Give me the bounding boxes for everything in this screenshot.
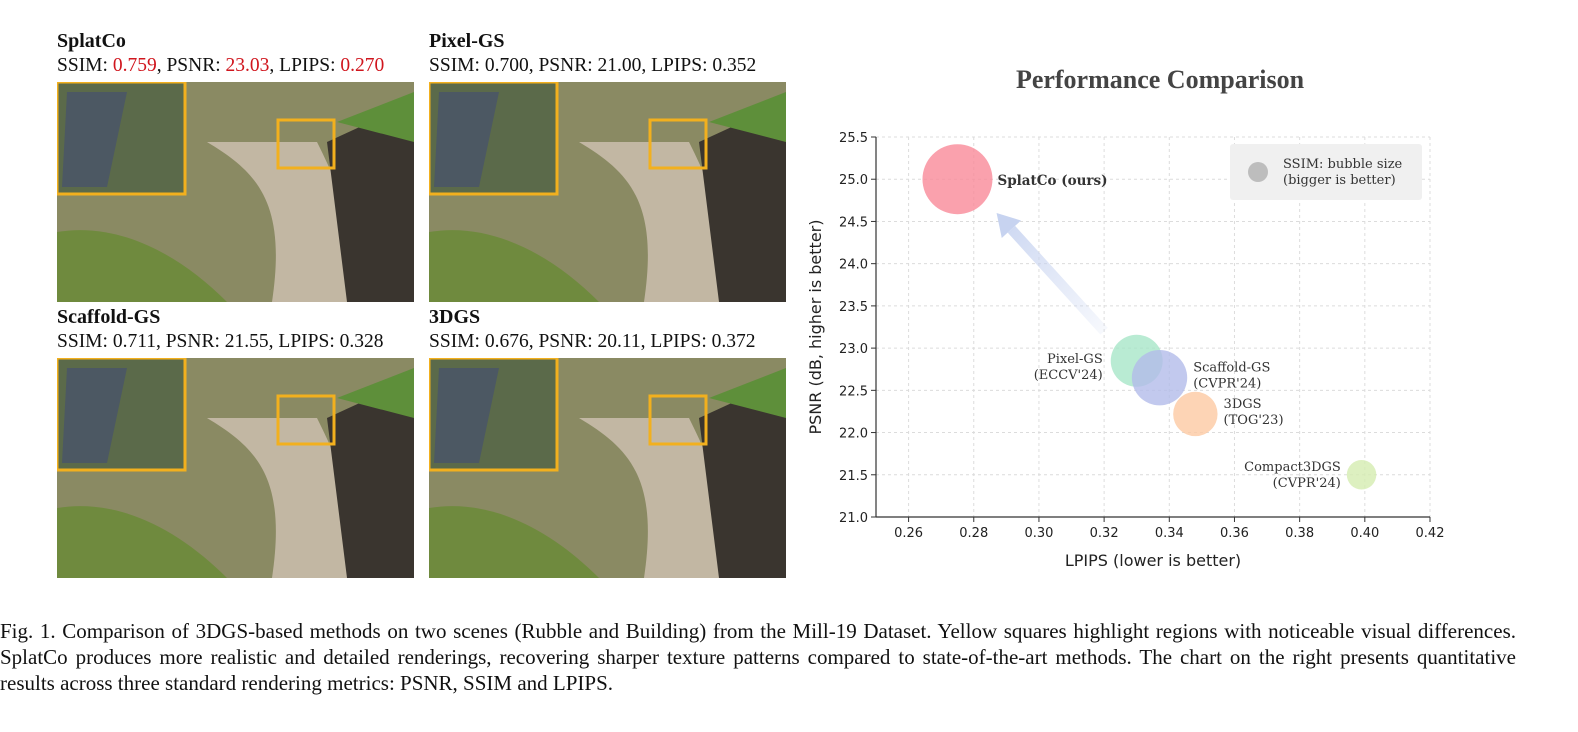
scene-grass [57,506,227,578]
panel-title: SplatCo [57,30,126,52]
inset-roof [434,92,499,187]
scene-grass [57,230,227,302]
y-tick-label: 21.5 [839,469,868,484]
scene-lawn [337,368,414,418]
scene-render [429,358,786,578]
ssim-value: 0.759 [112,55,157,76]
rendered-scene-image [57,358,414,578]
x-tick-label: 0.32 [1090,526,1119,541]
lpips-label: , LPIPS: [269,55,341,76]
bubble-label: Scaffold-GS [1193,361,1270,376]
bubble-3dgs [1173,391,1218,437]
scene-structure [327,378,414,578]
highlight-region-box [276,394,336,446]
x-tick-label: 0.26 [894,526,923,541]
panel-title: Pixel-GS [429,30,505,52]
y-tick-label: 24.5 [839,215,868,230]
scene-structure [699,102,786,302]
bubble-compact3dgs [1346,460,1377,490]
y-tick-label: 23.0 [839,342,868,357]
x-axis-label: LPIPS (lower is better) [1065,551,1241,570]
x-tick-label: 0.34 [1155,526,1184,541]
ssim-label: SSIM: [57,55,113,76]
y-tick-label: 22.5 [839,384,868,399]
legend-box [1230,144,1422,200]
x-tick-label: 0.36 [1220,526,1249,541]
panel-title: Scaffold-GS [57,306,161,328]
lpips-value: 0.270 [340,55,385,76]
highlight-region-box [648,394,708,446]
legend-bubble-icon [1248,162,1268,182]
inset-roof [62,92,127,187]
x-tick-label: 0.38 [1285,526,1314,541]
y-tick-label: 22.0 [839,427,868,442]
panel-metrics: SSIM: 0.700, PSNR: 21.00, LPIPS: 0.352 [429,55,757,76]
y-axis-label: PSNR (dB, higher is better) [806,220,825,435]
scene-render [429,82,786,302]
bubble-label: Pixel-GS [1047,352,1103,367]
scene-render [57,82,414,302]
bubble-scaffold-gs [1131,349,1188,406]
bubble-label: Compact3DGS [1244,460,1341,475]
highlight-region-box [648,118,708,170]
rendered-scene-image [57,82,414,302]
psnr-value: 23.03 [225,55,270,76]
x-tick-label: 0.30 [1024,526,1053,541]
scene-lawn [709,368,786,418]
legend-text-line1: SSIM: bubble size [1283,157,1403,172]
scene-grass [429,506,599,578]
rendered-scene-image [429,358,786,578]
bubble-splatco-ours- [922,144,993,215]
panel-metrics: SSIM: 0.676, PSNR: 20.11, LPIPS: 0.372 [429,331,756,352]
psnr-label: , PSNR: [156,55,226,76]
y-tick-label: 23.5 [839,300,868,315]
y-tick-label: 25.0 [839,173,868,188]
scene-render [57,358,414,578]
bubble-label: 3DGS [1224,397,1262,412]
y-tick-label: 21.0 [839,511,868,526]
bubble-venue: (CVPR'24) [1273,476,1341,491]
bubble-venue: (TOG'23) [1224,413,1284,428]
chart-title: Performance Comparison [1016,65,1305,94]
performance-chart-svg: Performance Comparison 0.26 0.28 0.30 0.32 0.… [806,65,1445,570]
inset-roof [434,368,499,463]
improvement-arrow-shaft [1007,225,1108,335]
legend-text-line2: (bigger is better) [1283,173,1396,188]
y-tick-label: 25.5 [839,131,868,146]
scene-structure [699,378,786,578]
x-tick-label: 0.28 [959,526,988,541]
improvement-arrowhead [996,213,1021,239]
panel-metrics: SSIM: 0.759, PSNR: 23.03, LPIPS: 0.270 [57,55,384,77]
bubble-label: SplatCo (ours) [997,173,1107,189]
inset-roof [62,368,127,463]
figure-caption: Fig. 1. Comparison of 3DGS-based methods… [0,619,1516,695]
scene-lawn [337,92,414,142]
rendered-scene-image [429,82,786,302]
y-tick-label: 24.0 [839,258,868,273]
scene-grass [429,230,599,302]
panel-metrics: SSIM: 0.711, PSNR: 21.55, LPIPS: 0.328 [57,331,384,352]
x-tick-label: 0.42 [1416,526,1445,541]
scene-lawn [709,92,786,142]
x-tick-label: 0.40 [1350,526,1379,541]
panel-title: 3DGS [429,306,481,328]
bubble-venue: (CVPR'24) [1193,377,1261,392]
performance-chart: Performance Comparison 0.26 0.28 0.30 0.32 0.… [800,55,1460,580]
scene-structure [327,102,414,302]
bubble-venue: (ECCV'24) [1034,368,1103,383]
highlight-region-box [276,118,336,170]
